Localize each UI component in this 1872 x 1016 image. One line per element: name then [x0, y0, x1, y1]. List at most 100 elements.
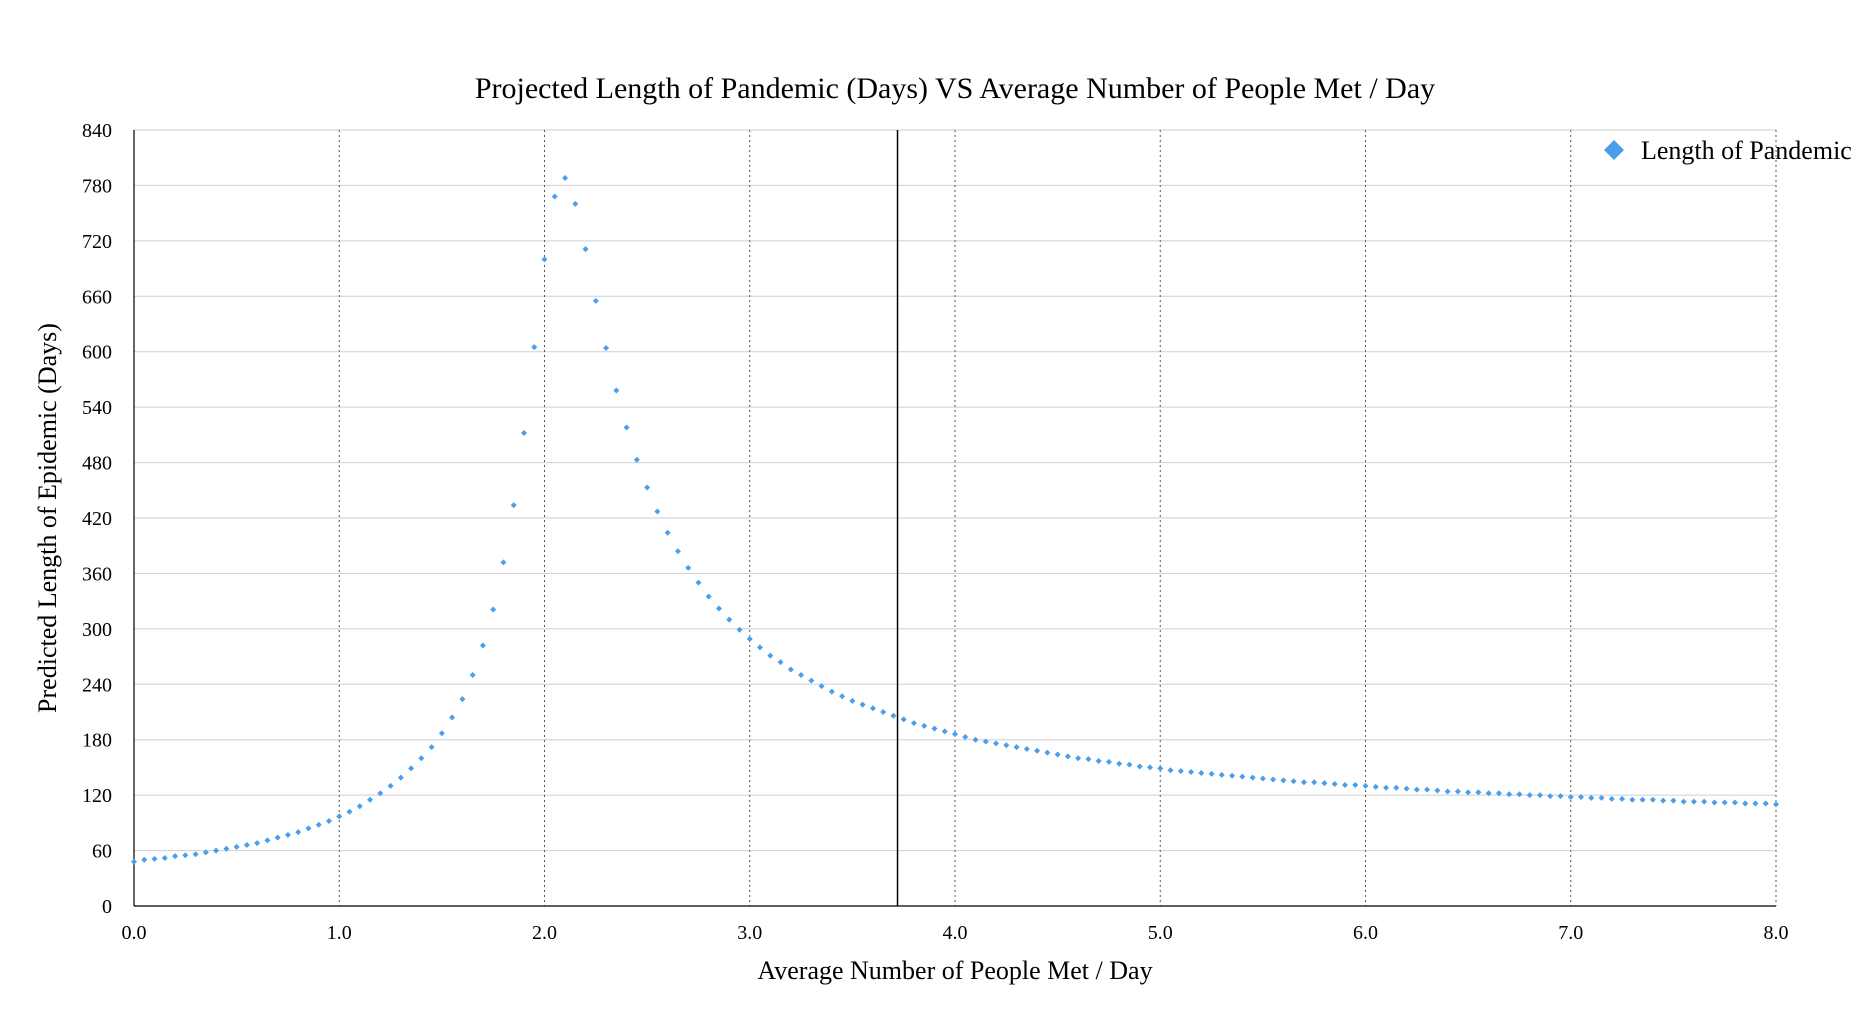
data-point: [1403, 785, 1410, 792]
data-point: [952, 731, 958, 738]
data-point: [192, 851, 199, 858]
data-point: [757, 644, 764, 651]
data-point: [1383, 784, 1390, 791]
data-point: [1280, 777, 1287, 784]
data-point: [325, 818, 332, 825]
data-point: [172, 853, 179, 860]
data-point: [1075, 755, 1082, 762]
data-point: [746, 636, 753, 643]
data-point: [1126, 761, 1133, 768]
data-point: [1372, 783, 1379, 790]
data-point: [1711, 799, 1718, 806]
data-point: [1341, 781, 1348, 788]
data-point: [1649, 796, 1656, 803]
y-tick-label: 660: [82, 286, 112, 308]
data-point: [962, 733, 969, 740]
data-point: [1270, 776, 1277, 783]
legend-marker-diamond: [1604, 140, 1624, 160]
data-point: [1485, 790, 1492, 797]
data-point: [1044, 749, 1051, 756]
data-point: [1526, 792, 1533, 799]
legend-label: Length of Pandemic: [1641, 136, 1852, 165]
data-point: [726, 616, 733, 623]
data-point: [510, 502, 517, 509]
data-point: [592, 297, 599, 304]
axes-layer: [133, 130, 1776, 907]
data-point: [151, 855, 158, 862]
data-point: [264, 837, 271, 844]
data-point: [664, 529, 671, 536]
data-point: [213, 847, 220, 854]
data-point: [1752, 800, 1759, 807]
data-point: [1034, 747, 1041, 754]
data-point: [787, 666, 794, 673]
data-point: [1598, 794, 1605, 801]
data-point: [972, 736, 979, 743]
data-point: [223, 845, 230, 852]
tick-labels: 0 60 120 180 240 300 360 420 480 540 600 660 720 780 8…: [82, 120, 1789, 944]
data-point: [1105, 758, 1112, 765]
x-tick-label: 2.0: [532, 922, 557, 944]
data-point: [1516, 791, 1523, 798]
data-point: [1352, 781, 1359, 788]
data-point: [921, 722, 928, 729]
data-point: [880, 709, 887, 715]
data-point: [274, 834, 281, 841]
data-point: [644, 484, 651, 491]
data-point: [305, 825, 312, 832]
x-axis-label: Average Number of People Met / Day: [757, 956, 1152, 985]
data-point: [141, 856, 148, 863]
data-point: [1362, 782, 1369, 789]
data-point: [1619, 795, 1626, 802]
data-point: [1116, 760, 1123, 767]
data-point: [1680, 798, 1687, 805]
data-point: [315, 821, 322, 828]
data-point: [1413, 786, 1420, 793]
data-point: [1064, 753, 1071, 760]
chart-title: Projected Length of Pandemic (Days) VS A…: [475, 72, 1435, 105]
data-point: [859, 701, 866, 708]
data-point: [1208, 770, 1215, 777]
data-point: [1762, 800, 1769, 807]
data-point: [890, 712, 897, 719]
data-point: [1167, 767, 1174, 774]
data-point: [910, 720, 917, 727]
data-point: [931, 725, 938, 732]
data-point: [685, 564, 692, 571]
data-point: [582, 246, 589, 253]
data-point: [1721, 799, 1728, 806]
data-point: [798, 672, 805, 679]
data-point: [1670, 797, 1677, 804]
data-point: [346, 808, 353, 815]
data-point: [408, 765, 415, 772]
y-tick-label: 240: [82, 674, 112, 696]
y-tick-label: 480: [82, 453, 112, 475]
data-point: [233, 843, 240, 850]
data-point: [1393, 784, 1400, 791]
data-point: [1290, 778, 1297, 785]
legend: Length of Pandemic: [1604, 136, 1852, 165]
data-point: [808, 677, 815, 684]
data-point: [1506, 791, 1513, 798]
x-tick-label: 0.0: [122, 922, 147, 944]
data-point: [1229, 772, 1236, 779]
data-point: [767, 652, 774, 659]
data-point: [520, 430, 527, 437]
data-point: [1588, 794, 1595, 801]
data-point: [1218, 771, 1225, 778]
data-point: [387, 782, 394, 789]
y-tick-label: 720: [82, 231, 112, 253]
data-point: [1249, 774, 1256, 781]
grid-layer: [134, 129, 1777, 906]
data-point: [1701, 798, 1708, 805]
y-tick-label: 180: [82, 730, 112, 752]
data-point: [1557, 793, 1564, 800]
data-point: [1198, 769, 1205, 776]
y-axis-label: Predicted Length of Epidemic (Days): [33, 323, 62, 713]
data-point: [1023, 745, 1030, 752]
data-point: [449, 714, 456, 721]
data-point: [1567, 793, 1574, 800]
data-point: [541, 256, 548, 263]
data-point: [674, 548, 681, 555]
x-tick-label: 7.0: [1558, 922, 1583, 944]
